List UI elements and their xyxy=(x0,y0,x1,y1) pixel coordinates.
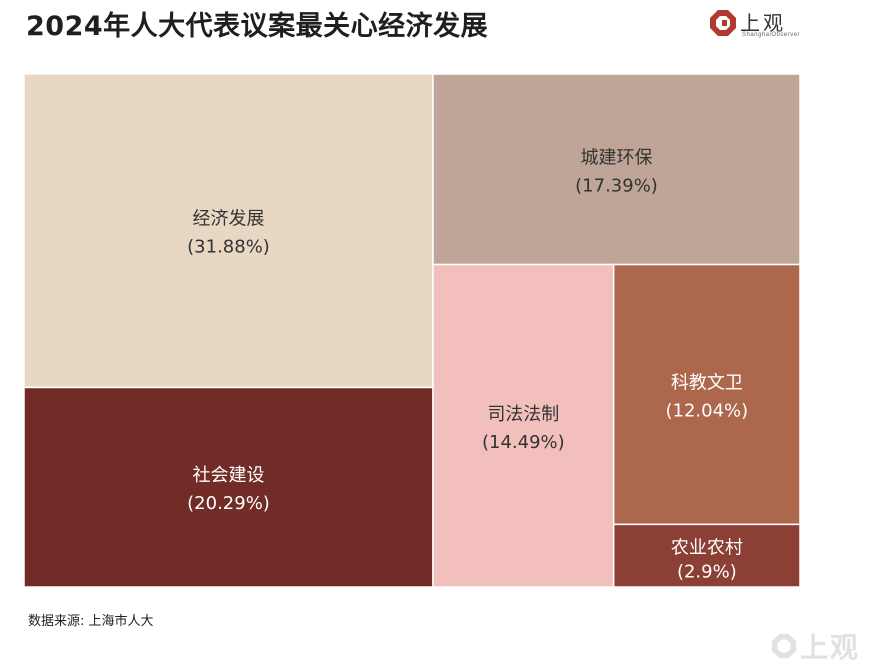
tile-1-name: 经济发展 xyxy=(192,209,264,230)
tile-3: 城建环保 (17.39%) xyxy=(432,74,800,266)
tile-2-value-label: (20.29%) xyxy=(187,493,270,514)
watermark-icon xyxy=(771,633,797,659)
chart-title: 2024年人大代表议案最关心经济发展 xyxy=(26,11,489,42)
tile-4-name: 司法法制 xyxy=(487,404,559,425)
treemap-svg: 经济发展 (31.88%) 社会建设 (20.29%) 城建环保 (17.39%) 司法法制… xyxy=(24,74,800,587)
tile-4-value-label: (14.49%) xyxy=(482,432,565,453)
tile-2-rect xyxy=(24,386,434,587)
treemap-chart: 经济发展 (31.88%) 社会建设 (20.29%) 城建环保 (17.39%) 司法法制… xyxy=(24,74,800,587)
logo-subtext: ShanghaiObserver xyxy=(742,32,801,38)
watermark: 上观 xyxy=(770,626,870,666)
watermark-text: 上观 xyxy=(800,631,861,664)
tile-2: 社会建设 (20.29%) xyxy=(24,386,434,587)
tile-3-name: 城建环保 xyxy=(580,147,652,168)
tile-3-rect xyxy=(432,74,800,266)
data-source: 数据来源: 上海市人大 xyxy=(28,614,154,629)
tile-6-rect xyxy=(612,523,800,587)
tile-1-rect xyxy=(24,74,434,389)
tile-6: 农业农村 (2.9%) xyxy=(612,523,800,587)
tile-6-name: 农业农村 xyxy=(671,538,743,559)
shanghai-observer-logo: 上观 ShanghaiObserver xyxy=(708,6,803,42)
tile-5-name: 科教文卫 xyxy=(671,372,743,393)
tile-2-name: 社会建设 xyxy=(192,465,264,486)
logo-icon xyxy=(710,10,736,36)
tile-5-rect xyxy=(612,263,800,526)
tile-4: 司法法制 (14.49%) xyxy=(432,263,615,587)
tile-1-value-label: (31.88%) xyxy=(187,237,270,258)
tile-4-rect xyxy=(432,263,615,587)
tile-5-value-label: (12.04%) xyxy=(665,400,748,421)
tile-1: 经济发展 (31.88%) xyxy=(24,74,434,389)
tile-3-value-label: (17.39%) xyxy=(575,175,658,196)
tile-5: 科教文卫 (12.04%) xyxy=(612,263,800,526)
tile-6-value-label: (2.9%) xyxy=(677,562,737,583)
logo-text: 上观 xyxy=(740,11,786,35)
